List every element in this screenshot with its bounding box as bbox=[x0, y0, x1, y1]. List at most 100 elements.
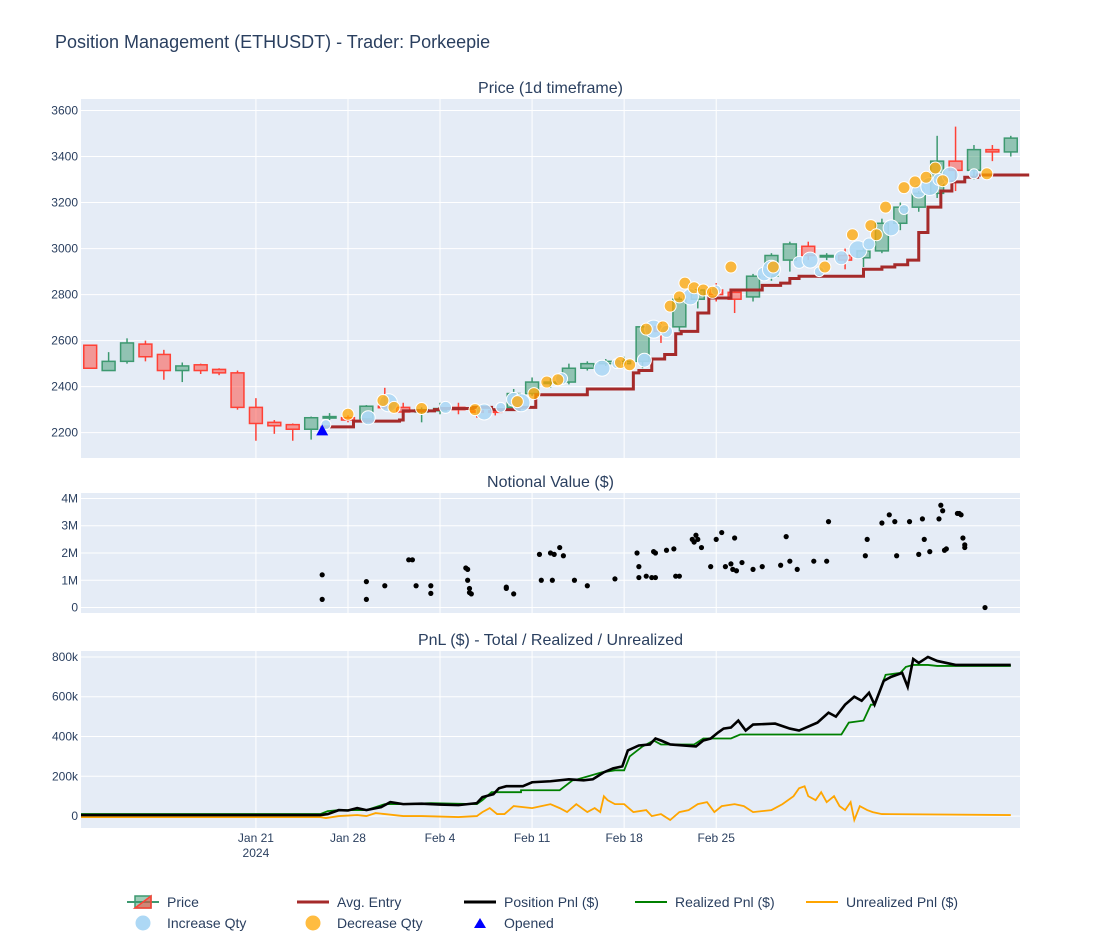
line-legend-icon bbox=[297, 900, 329, 904]
y-tick-label: 2800 bbox=[51, 288, 78, 302]
candle bbox=[285, 423, 300, 441]
legend-item-price[interactable]: Price bbox=[125, 892, 199, 912]
decrease-qty-marker bbox=[510, 395, 524, 409]
notional-point bbox=[943, 546, 949, 552]
candle bbox=[156, 349, 172, 380]
y-tick-label: 2600 bbox=[51, 334, 78, 348]
notional-point bbox=[879, 520, 885, 526]
decrease-qty-marker bbox=[879, 200, 893, 214]
notional-point bbox=[406, 557, 412, 563]
notional-point bbox=[636, 564, 642, 570]
candle bbox=[985, 145, 1000, 162]
notional-point bbox=[428, 590, 434, 596]
notional-point bbox=[936, 516, 942, 522]
notional-point bbox=[503, 585, 509, 592]
plot-area-1 bbox=[81, 99, 1020, 458]
notional-point bbox=[824, 558, 830, 564]
legend-label-price: Price bbox=[167, 894, 199, 910]
decrease-qty-marker bbox=[766, 260, 780, 274]
notional-point bbox=[892, 519, 898, 525]
candle-body bbox=[745, 275, 761, 298]
notional-point bbox=[787, 558, 793, 564]
x-tick-label: Jan 21 bbox=[238, 831, 274, 845]
decrease-qty-marker bbox=[724, 260, 738, 274]
notional-point bbox=[584, 583, 590, 589]
legend-item-realized-pnl[interactable]: Realized Pnl ($) bbox=[633, 892, 775, 912]
legend-label-unrealized-pnl: Unrealized Pnl ($) bbox=[846, 894, 959, 910]
notional-point bbox=[465, 566, 471, 572]
notional-point bbox=[713, 536, 719, 542]
legend-item-increase-qty[interactable]: Increase Qty bbox=[125, 913, 246, 933]
notional-point bbox=[732, 535, 738, 541]
line-legend-icon bbox=[806, 901, 838, 903]
pnl-series-line bbox=[81, 655, 1011, 817]
notional-point bbox=[511, 591, 517, 597]
decrease-qty-marker bbox=[663, 299, 677, 313]
legend-label-avg-entry: Avg. Entry bbox=[337, 894, 402, 910]
candle-body bbox=[322, 415, 337, 419]
candle bbox=[1003, 135, 1018, 157]
notional-point bbox=[571, 577, 578, 583]
pnl-series-line bbox=[81, 785, 1011, 824]
notional-point bbox=[465, 577, 471, 583]
candle-body bbox=[83, 344, 98, 370]
candle-body bbox=[782, 243, 798, 261]
legend-item-opened[interactable]: Opened bbox=[462, 913, 554, 933]
notional-point bbox=[722, 564, 729, 570]
notional-point bbox=[962, 544, 968, 551]
notional-point bbox=[551, 551, 557, 557]
notional-point bbox=[663, 547, 670, 553]
notional-point bbox=[825, 519, 832, 525]
candle-body bbox=[303, 416, 319, 430]
candle-body bbox=[819, 254, 834, 258]
notional-point bbox=[921, 536, 927, 542]
candle bbox=[267, 420, 282, 434]
notional-point bbox=[927, 549, 933, 555]
notional-point bbox=[938, 502, 944, 508]
notional-point bbox=[428, 583, 434, 589]
y-tick-label: 3200 bbox=[51, 196, 78, 210]
notional-point bbox=[652, 574, 659, 581]
circle-legend-icon bbox=[304, 914, 322, 932]
legend-item-position-pnl[interactable]: Position Pnl ($) bbox=[462, 892, 599, 912]
legend-item-unrealized-pnl[interactable]: Unrealized Pnl ($) bbox=[804, 892, 958, 912]
notional-point bbox=[557, 544, 563, 551]
candle-body bbox=[985, 148, 1000, 153]
y-tick-label: 200k bbox=[52, 769, 79, 783]
increase-qty-marker bbox=[898, 203, 910, 215]
candle bbox=[101, 352, 116, 372]
notional-point bbox=[958, 512, 964, 518]
notional-point bbox=[960, 535, 966, 541]
increase-qty-marker bbox=[593, 359, 611, 377]
candle bbox=[83, 344, 98, 370]
notional-point bbox=[612, 576, 618, 582]
subplot-title: PnL ($) - Total / Realized / Unrealized bbox=[418, 632, 683, 649]
decrease-qty-marker bbox=[551, 373, 565, 387]
legend-label-decrease-qty: Decrease Qty bbox=[337, 915, 423, 931]
increase-qty-marker bbox=[862, 237, 876, 251]
candle-body bbox=[193, 364, 208, 372]
x-tick-label: Feb 11 bbox=[514, 831, 551, 845]
notional-point bbox=[319, 572, 325, 578]
legend-item-avg-entry[interactable]: Avg. Entry bbox=[295, 892, 401, 912]
y-tick-label: 3000 bbox=[51, 242, 78, 256]
y-tick-label: 2400 bbox=[51, 380, 78, 394]
notional-point bbox=[676, 573, 682, 579]
y-tick-label: 2M bbox=[61, 546, 78, 560]
decrease-qty-marker bbox=[818, 260, 832, 274]
candle-body bbox=[248, 406, 264, 425]
notional-point bbox=[468, 591, 474, 597]
increase-qty-marker bbox=[882, 219, 900, 237]
candle bbox=[138, 340, 153, 362]
notional-point bbox=[466, 585, 473, 592]
y-tick-label: 0 bbox=[71, 601, 78, 615]
decrease-qty-marker bbox=[980, 167, 994, 181]
notional-point bbox=[538, 577, 544, 583]
legend-item-decrease-qty[interactable]: Decrease Qty bbox=[295, 913, 423, 933]
notional-point bbox=[671, 546, 677, 552]
notional-point bbox=[906, 519, 913, 525]
decrease-qty-marker bbox=[527, 387, 541, 401]
notional-point bbox=[919, 516, 926, 522]
notional-point bbox=[649, 574, 655, 581]
